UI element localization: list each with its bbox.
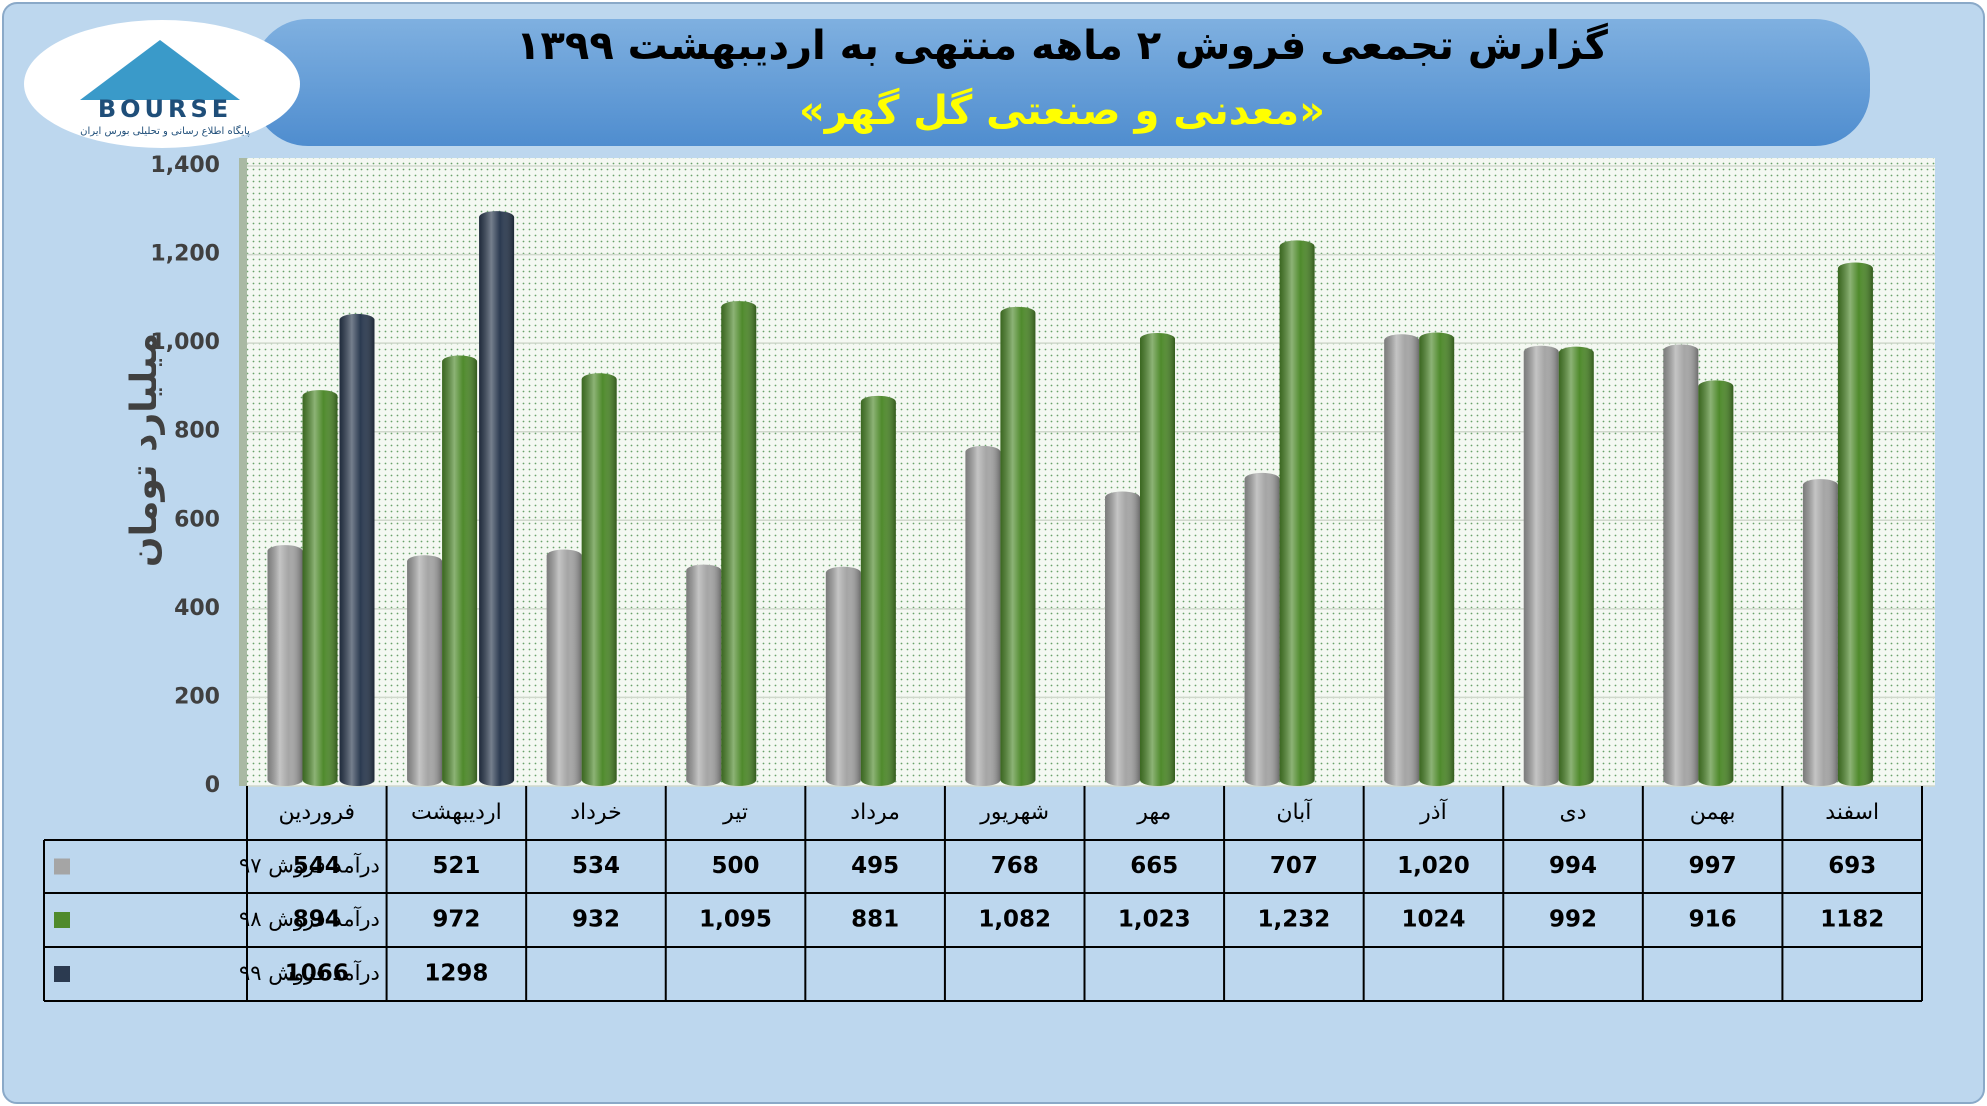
- bar-shade: [1698, 380, 1734, 786]
- bar-shade: [860, 395, 896, 786]
- data-label: 521: [432, 853, 480, 879]
- logo-tagline: پایگاه اطلاع رسانی و تحلیلی بورس ایران: [80, 125, 250, 137]
- data-label: 1298: [424, 961, 488, 987]
- x-tick-label: اردیبهشت: [411, 800, 502, 825]
- x-tick-label: تیر: [722, 800, 748, 825]
- data-label: 997: [1689, 853, 1737, 879]
- header-banner: [253, 19, 1870, 146]
- data-label: 1,095: [699, 907, 772, 933]
- data-label: 1,020: [1397, 853, 1470, 879]
- bar-shade: [1523, 345, 1559, 786]
- bar-shade: [1000, 306, 1036, 786]
- bar-shade: [1419, 332, 1455, 786]
- x-tick-label: فروردین: [279, 800, 356, 825]
- data-label: 500: [712, 853, 760, 879]
- data-label: 707: [1270, 853, 1318, 879]
- bar-shade: [1558, 346, 1594, 786]
- x-tick-label: مهر: [1136, 800, 1171, 825]
- legend-label: درآمد فروش ۹۹: [239, 960, 380, 985]
- data-label: 495: [851, 853, 899, 879]
- bar-shade: [339, 313, 375, 786]
- bar-shade: [1244, 472, 1280, 786]
- data-label: 1,023: [1118, 907, 1191, 933]
- y-tick-label: 1,000: [150, 330, 220, 355]
- bar-shade: [267, 545, 303, 786]
- chart-title: گزارش تجمعی فروش ۲ ماهه منتهی به اردیبهش…: [516, 22, 1609, 69]
- legend-swatch: [54, 966, 70, 982]
- y-tick-label: 800: [174, 419, 220, 444]
- x-tick-label: بهمن: [1690, 800, 1736, 825]
- data-label: 1024: [1401, 907, 1465, 933]
- legend-label: درآمد فروش ۹۸: [239, 906, 380, 931]
- bar-shade: [546, 549, 582, 786]
- x-tick-label: شهریور: [979, 800, 1049, 825]
- axis-wall: [239, 158, 247, 786]
- bar-shade: [442, 355, 478, 786]
- data-label: 768: [991, 853, 1039, 879]
- bar-shade: [407, 555, 443, 786]
- x-tick-label: اسفند: [1825, 800, 1879, 825]
- data-label: 665: [1130, 853, 1178, 879]
- bar-shade: [581, 373, 617, 786]
- chart-subtitle: «معدنی و صنعتی گل گهر»: [799, 87, 1325, 134]
- y-tick-label: 0: [205, 773, 220, 798]
- data-label: 932: [572, 907, 620, 933]
- data-label: 1066: [285, 961, 349, 987]
- data-label: 994: [1549, 853, 1597, 879]
- legend-label: درآمد فروش ۹۷: [239, 853, 380, 878]
- x-tick-label: آبان: [1276, 798, 1312, 825]
- legend-swatch: [54, 912, 70, 928]
- data-label: 1,232: [1257, 907, 1330, 933]
- plot-area: [247, 158, 1935, 786]
- y-tick-label: 1,400: [150, 153, 220, 178]
- bar-shade: [1663, 344, 1699, 786]
- data-label: 992: [1549, 907, 1597, 933]
- bar-shade: [302, 390, 338, 786]
- x-tick-label: خرداد: [570, 800, 621, 825]
- data-label: 916: [1689, 907, 1737, 933]
- data-label: 1182: [1820, 907, 1884, 933]
- y-tick-label: 1,200: [150, 242, 220, 267]
- bar-shade: [1384, 334, 1420, 786]
- logo-name: BOURSE: [98, 95, 232, 123]
- data-label: 693: [1828, 853, 1876, 879]
- data-label: 1,082: [978, 907, 1051, 933]
- y-tick-label: 200: [174, 684, 220, 709]
- bar-shade: [1837, 262, 1873, 786]
- y-tick-label: 600: [174, 507, 220, 532]
- data-label: 894: [293, 907, 341, 933]
- bar-shade: [965, 445, 1001, 786]
- bar-shade: [1105, 491, 1140, 786]
- data-label: 881: [851, 907, 899, 933]
- bar-shade: [825, 566, 861, 786]
- x-tick-label: آذر: [1419, 798, 1447, 825]
- data-label: 544: [293, 853, 341, 879]
- bar-shade: [686, 564, 722, 786]
- y-axis-label: میلیارد تومان: [124, 333, 165, 567]
- bar-shade: [1802, 479, 1838, 786]
- bar-shade: [1279, 240, 1315, 786]
- y-tick-label: 400: [174, 596, 220, 621]
- bar-shade: [479, 211, 515, 786]
- data-label: 534: [572, 853, 620, 879]
- data-label: 972: [432, 907, 480, 933]
- x-tick-label: دی: [1560, 800, 1587, 825]
- logo-icon: [80, 40, 240, 100]
- legend-swatch: [54, 858, 70, 875]
- bar-shade: [1140, 332, 1175, 786]
- bar-shade: [721, 301, 757, 786]
- x-tick-label: مرداد: [850, 800, 900, 825]
